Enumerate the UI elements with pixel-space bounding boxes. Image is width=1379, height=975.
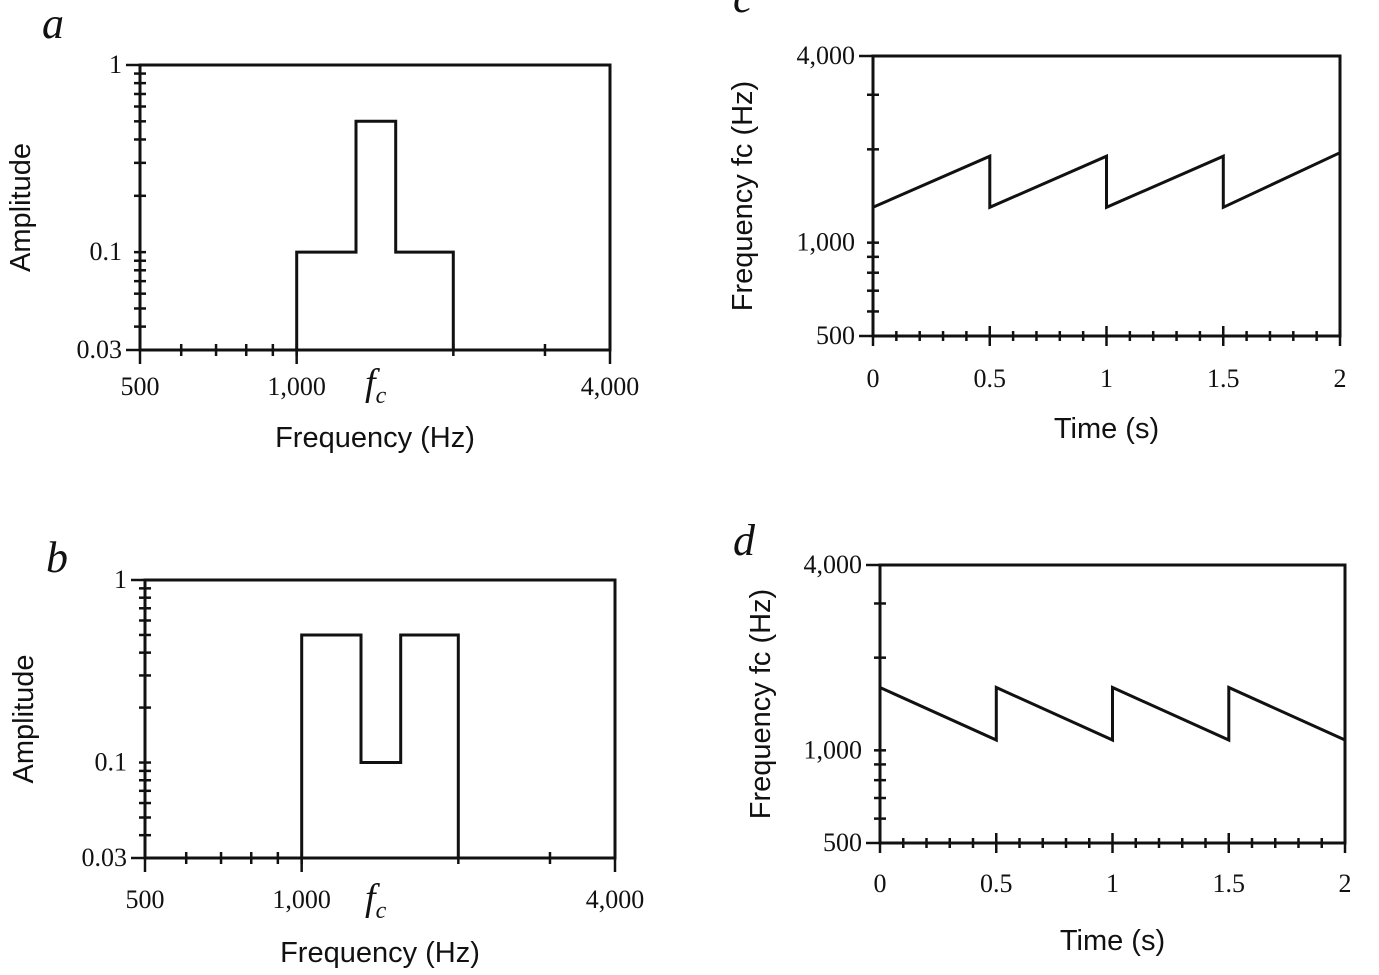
x-tick-label: 4,000 [586,885,645,914]
series-line-a [295,119,455,350]
y-tick-label: 4,000 [804,550,863,579]
x-tick-label: 0.5 [974,364,1007,393]
chart-c: 0 0.5 1 1.5 2 4,000 1,000 500 Time (s) Frequency … [727,41,1347,445]
fc-subscript: c [376,383,387,409]
y-tick-label: 0.03 [82,843,128,872]
series-line-b [300,633,460,858]
y-axis-title: Amplitude [8,655,40,784]
series-line-c [872,151,1341,210]
x-axis-title: Frequency (Hz) [275,422,475,454]
x-axis-title: Time (s) [1054,413,1159,445]
panel-letter-c: c [733,0,753,22]
panel-letter-a: a [42,0,64,48]
y-tick-label: 1,000 [797,228,856,257]
panel-letter-d: d [733,516,756,565]
x-tick-label: 1.5 [1213,869,1246,898]
y-tick-label: 0.1 [95,748,128,777]
panel-letter-b: b [46,533,68,582]
chart-d: 0 0.5 1 1.5 2 4,000 1,000 500 Time (s) Frequency … [745,550,1352,957]
x-tick-label: 1 [1100,364,1113,393]
y-axis-title: Frequency fc (Hz) [727,81,759,311]
y-tick-label: 500 [816,321,855,350]
fc-label: fc [365,362,387,409]
y-tick-label: 0.1 [90,237,123,266]
y-axis-title: Frequency fc (Hz) [745,589,777,819]
x-tick-label: 500 [121,372,160,401]
y-tick-label: 1 [109,50,122,79]
x-tick-label: 4,000 [581,372,640,401]
chart-a: 500 1,000 4,000 1 0.1 0.03 Frequency (Hz) Ampli… [5,50,639,454]
y-tick-label: 0.03 [77,335,123,364]
x-tick-label: 500 [126,885,165,914]
y-tick-label: 1 [114,565,127,594]
x-tick-label: 1,000 [272,885,331,914]
x-tick-label: 0 [867,364,880,393]
fc-label: fc [365,877,387,924]
x-tick-label: 1 [1106,869,1119,898]
fc-subscript: c [376,898,387,924]
chart-b: 500 1,000 4,000 1 0.1 0.03 Frequency (Hz) Ampli… [8,565,644,969]
x-tick-label: 0.5 [980,869,1013,898]
x-tick-label: 0 [874,869,887,898]
x-axis-title: Time (s) [1060,925,1165,957]
x-tick-label: 1,000 [267,372,326,401]
plot-frame-b [143,578,617,860]
plot-frame-a [138,63,612,352]
y-tick-label: 4,000 [797,41,856,70]
y-axis-title: Amplitude [5,143,37,272]
series-line-d [879,685,1346,743]
x-axis-title: Frequency (Hz) [280,937,480,969]
x-tick-label: 1.5 [1207,364,1240,393]
x-tick-label: 2 [1339,869,1352,898]
y-tick-label: 500 [823,828,862,857]
y-tick-label: 1,000 [804,735,863,764]
x-tick-label: 2 [1334,364,1347,393]
